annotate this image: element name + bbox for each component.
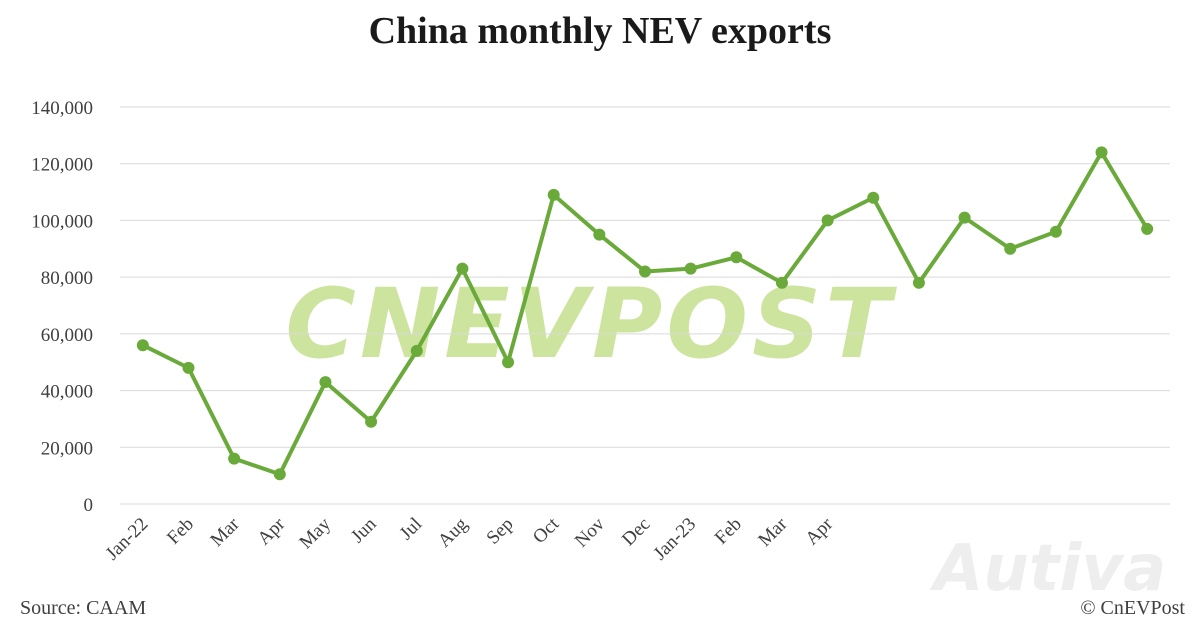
data-point <box>684 262 697 275</box>
y-tick-label: 100,000 <box>31 211 93 232</box>
data-point <box>1004 242 1017 255</box>
data-point <box>365 415 378 428</box>
data-point <box>639 265 651 278</box>
data-point <box>1095 146 1108 159</box>
data-point <box>228 452 241 465</box>
data-point <box>775 276 788 289</box>
y-tick-label: 60,000 <box>41 325 93 346</box>
watermark: CNEVPOST <box>285 268 897 380</box>
data-point <box>593 228 606 241</box>
copyright-note: © CnEVPost <box>1080 597 1185 619</box>
data-point <box>1049 225 1062 238</box>
data-point <box>867 191 880 204</box>
data-point <box>958 211 971 224</box>
watermark-secondary: Autiva <box>929 532 1167 606</box>
y-tick-label: 20,000 <box>41 438 93 459</box>
data-point <box>456 262 469 275</box>
data-point <box>136 339 149 352</box>
y-tick-label: 120,000 <box>31 155 93 176</box>
chart-title: China monthly NEV exports <box>369 10 832 52</box>
data-point <box>730 251 743 264</box>
source-note: Source: CAAM <box>20 597 146 619</box>
y-tick-label: 140,000 <box>31 98 93 119</box>
data-point <box>821 214 834 227</box>
y-tick-label: 0 <box>84 495 94 516</box>
data-point <box>319 376 332 389</box>
data-point <box>547 188 560 201</box>
data-point <box>182 361 195 374</box>
data-point <box>502 356 515 369</box>
y-tick-label: 40,000 <box>41 382 93 403</box>
data-point <box>912 276 925 289</box>
y-tick-label: 80,000 <box>41 268 93 289</box>
data-point <box>1141 222 1154 235</box>
data-point <box>410 344 423 357</box>
data-point <box>273 468 286 481</box>
